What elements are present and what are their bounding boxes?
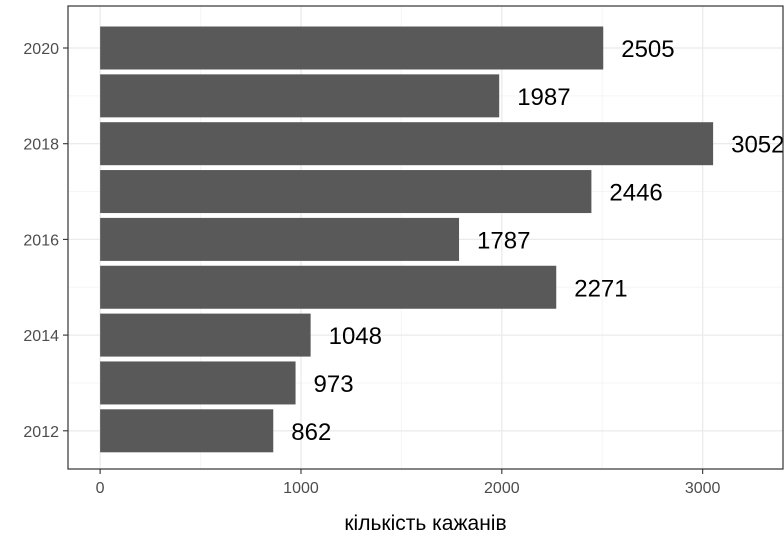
y-tick-label: 2012 (23, 424, 59, 441)
bar-2017 (100, 170, 592, 214)
bar-value-label: 862 (291, 419, 331, 446)
bar-2015 (100, 265, 557, 309)
bar-value-label: 973 (314, 371, 354, 398)
bar-2018 (100, 122, 714, 166)
y-tick-label: 2018 (23, 137, 59, 154)
x-tick-label: 3000 (685, 480, 721, 497)
x-axis: 0 1000 2000 3000 (96, 469, 721, 497)
panel-border (67, 5, 784, 470)
x-tick-label: 2000 (484, 480, 520, 497)
x-tick-label: 1000 (283, 480, 319, 497)
bar-value-label: 2446 (609, 180, 662, 207)
bars (100, 26, 714, 453)
bar-value-label: 2271 (574, 275, 627, 302)
bar-2014 (100, 313, 311, 357)
y-tick-label: 2014 (23, 328, 59, 345)
bar-2020 (100, 26, 604, 70)
bar-2016 (100, 217, 460, 261)
bar-value-label: 1048 (329, 323, 382, 350)
bar-value-label: 3052 (731, 132, 784, 159)
bar-value-label: 1787 (477, 227, 530, 254)
bar-value-label: 1987 (517, 84, 570, 111)
bar-value-label: 2505 (621, 36, 674, 63)
bar-2019 (100, 74, 500, 118)
y-tick-label: 2020 (23, 41, 59, 58)
bar-2013 (100, 361, 296, 405)
x-axis-title: кількість кажанів (344, 512, 506, 535)
y-tick-label: 2016 (23, 232, 59, 249)
bar-2012 (100, 409, 274, 453)
bar-value-labels: 862 973 1048 2271 1787 2446 3052 1987 2505 (291, 36, 784, 446)
y-axis: 2012 2014 2016 2018 2020 (23, 41, 68, 441)
x-tick-label: 0 (96, 480, 105, 497)
